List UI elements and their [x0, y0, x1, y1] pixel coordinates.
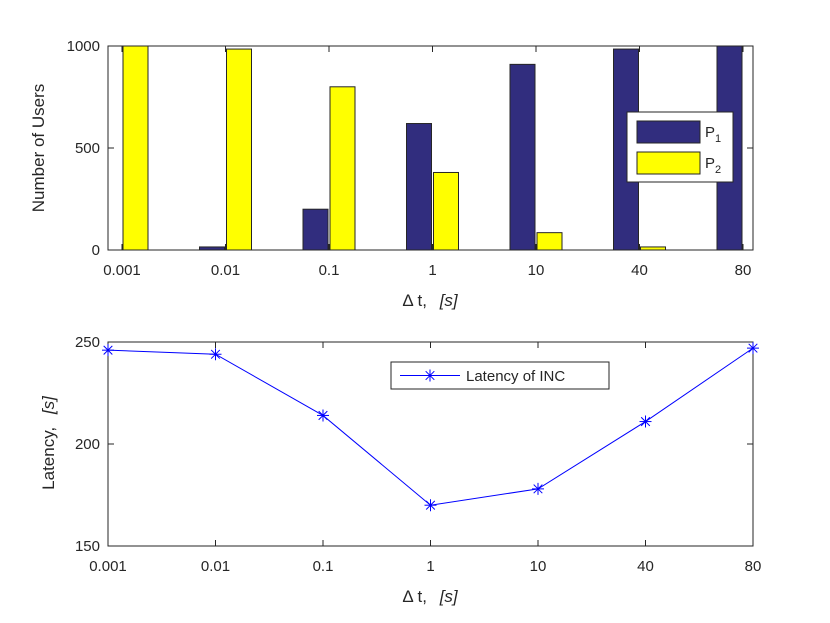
- x-axis-label: Δ t, [s]: [402, 291, 459, 310]
- x-tick-label: 80: [735, 262, 752, 279]
- x-tick-label: 0.1: [313, 558, 334, 575]
- x-axis-ticks: 0.001 0.01 0.1 1 10 40 80: [103, 46, 751, 279]
- x-tick-label: 1: [428, 262, 436, 279]
- x-tick-label: 0.01: [201, 558, 230, 575]
- bar-p2-0.001: [122, 45, 149, 251]
- bar-p2-1: [433, 171, 459, 251]
- marker-10: [532, 482, 544, 495]
- y-tick-label: 1000: [67, 38, 100, 55]
- x-axis-label-main: Δ t,: [402, 587, 427, 606]
- x-tick-label: 1: [426, 558, 434, 575]
- legend: P1 P2: [626, 111, 734, 183]
- line-chart-latency: 150 200 250 0.001 0.01 0.1 1 10 40 80 Latency, […: [39, 334, 761, 606]
- marker-40: [639, 415, 652, 428]
- y-tick-label: 150: [75, 538, 100, 555]
- legend-label-p2: P2: [705, 155, 721, 176]
- legend-swatch-p1: [636, 120, 701, 144]
- y-tick-label: 500: [75, 140, 100, 157]
- legend-swatch-p2: [636, 151, 701, 175]
- x-axis-label-unit: [s]: [439, 291, 459, 310]
- marker-0.1: [317, 409, 329, 422]
- x-tick-label: 0.01: [211, 262, 240, 279]
- legend-star-icon: [424, 369, 436, 382]
- x-tick-label: 0.1: [319, 262, 340, 279]
- x-tick-label: 0.001: [89, 558, 127, 575]
- x-tick-label: 10: [528, 262, 545, 279]
- marker-80: [747, 342, 759, 355]
- bar-p1-10: [509, 63, 536, 251]
- y-axis-label: Number of Users: [29, 84, 48, 212]
- y-axis-ticks: 0 500 1000: [67, 38, 753, 259]
- bar-p2-0.01: [226, 48, 252, 251]
- legend-label-latency: Latency of INC: [466, 368, 565, 385]
- x-axis-ticks: 0.001 0.01 0.1 1 10 40 80: [89, 342, 761, 575]
- bar-chart-number-of-users: 0 500 1000 0.001 0.01 0.1 1 10 40 80 Number of U…: [29, 38, 754, 310]
- legend-label-p1: P1: [705, 124, 721, 145]
- bar-p1-1: [406, 123, 432, 251]
- marker-0.01: [209, 348, 222, 361]
- y-tick-label: 250: [75, 334, 100, 351]
- y-axis-label-unit: [s]: [39, 395, 58, 415]
- y-tick-label: 0: [92, 242, 100, 259]
- x-tick-label: 40: [637, 558, 654, 575]
- y-axis-label: Latency, [s]: [39, 395, 58, 490]
- x-axis-label: Δ t, [s]: [402, 587, 459, 606]
- x-tick-label: 0.001: [103, 262, 141, 279]
- y-tick-label: 200: [75, 436, 100, 453]
- x-tick-label: 40: [631, 262, 648, 279]
- marker-1: [424, 499, 437, 512]
- legend-marker: [424, 369, 436, 382]
- x-tick-label: 10: [530, 558, 547, 575]
- x-tick-label: 80: [745, 558, 762, 575]
- latency-markers: [102, 342, 759, 512]
- y-axis-label-main: Latency,: [39, 427, 58, 490]
- bar-p2-0.1: [329, 86, 356, 251]
- bar-p1-0.1: [302, 208, 329, 251]
- x-axis-label-main: Δ t,: [402, 291, 427, 310]
- bar-p2-10: [536, 232, 563, 251]
- legend: Latency of INC: [390, 361, 610, 390]
- x-axis-label-unit: [s]: [439, 587, 459, 606]
- marker-0.001: [102, 344, 114, 357]
- bar-series-group: [122, 45, 743, 251]
- y-axis-ticks: 150 200 250: [75, 334, 753, 555]
